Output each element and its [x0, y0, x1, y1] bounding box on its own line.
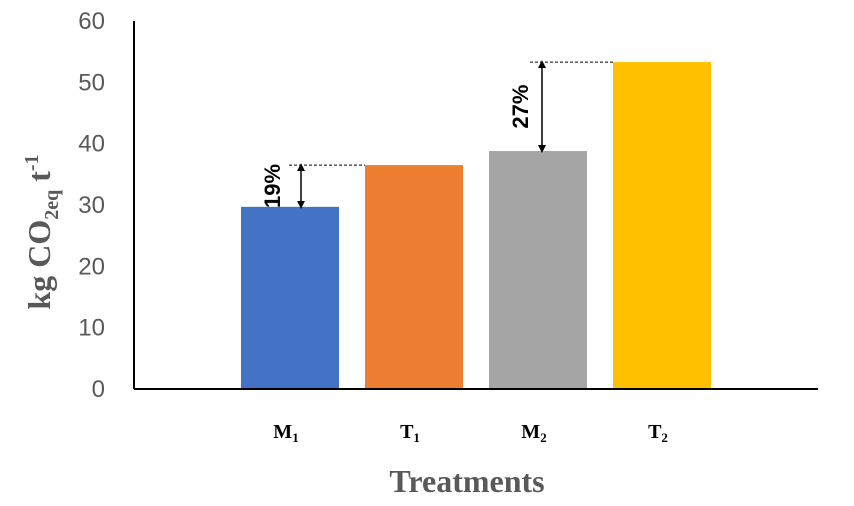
bar-t1: [365, 165, 463, 389]
y-axis-ticks: 0 10 20 30 40 50 60: [78, 8, 105, 403]
y-tick-label: 40: [78, 131, 105, 158]
y-tick-label: 30: [78, 192, 105, 219]
bars: [241, 62, 711, 390]
x-tick-label: T2: [648, 421, 668, 445]
x-axis-categories: M1 T1 M2 T2: [273, 421, 668, 445]
y-tick-label: 60: [78, 8, 105, 35]
y-axis-label: kg CO2eq t-1: [21, 154, 63, 309]
y-tick-label: 0: [92, 376, 105, 403]
y-tick-label: 10: [78, 315, 105, 342]
y-axis-label-unit: t: [21, 171, 57, 190]
y-tick-label: 50: [78, 69, 105, 96]
bar-t2: [613, 62, 711, 390]
difference-label: 19%: [260, 164, 285, 208]
annotations: 19% 27%: [260, 60, 613, 209]
x-tick-label: T1: [400, 421, 420, 445]
y-axis-label-sup: -1: [21, 154, 43, 171]
bar-m2: [489, 151, 587, 389]
x-tick-label: M2: [521, 421, 546, 445]
y-axis-label-main: kg CO: [21, 220, 57, 310]
x-tick-label: M1: [273, 421, 298, 445]
difference-label: 27%: [508, 85, 533, 129]
bar-m1: [241, 206, 339, 389]
x-axis-label: Treatments: [389, 463, 544, 499]
y-tick-label: 20: [78, 253, 105, 280]
y-axis-label-sub: 2eq: [41, 190, 63, 220]
